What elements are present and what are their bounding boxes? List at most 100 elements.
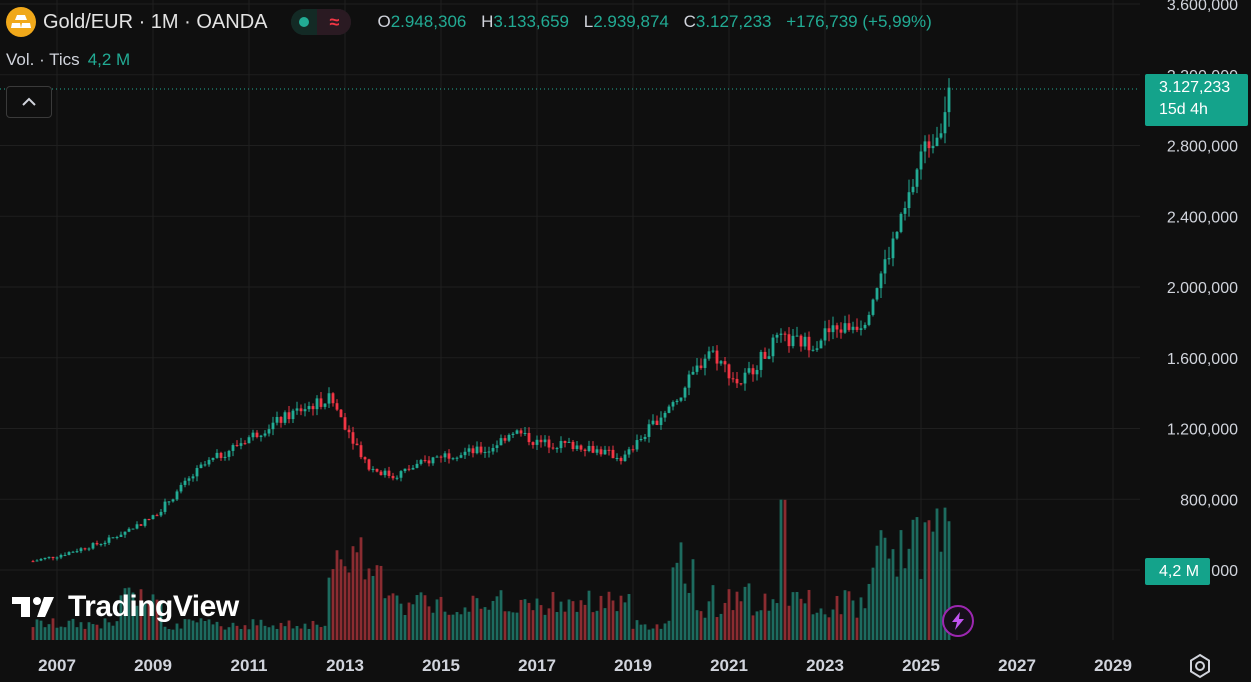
volume-bar [467, 611, 471, 640]
volume-bar [899, 530, 903, 640]
candle-body [775, 334, 779, 338]
flash-button[interactable] [942, 605, 974, 637]
candle-body [479, 446, 483, 453]
volume-bar [187, 619, 191, 640]
candle-body [939, 133, 943, 138]
y-tick-label: 800,000 [1180, 492, 1238, 509]
volume-bar [651, 628, 655, 640]
symbol-title[interactable]: Gold/EUR · 1M · OANDA [43, 10, 268, 33]
volume-bar [63, 627, 67, 640]
x-tick-label: 2029 [1094, 656, 1132, 675]
candle-body [563, 441, 567, 443]
volume-bar [123, 588, 127, 640]
candle-body [599, 449, 603, 455]
candle-body [391, 475, 395, 479]
x-tick-label: 2015 [422, 656, 460, 675]
volume-bar [303, 623, 307, 640]
chart-settings-icon[interactable] [1186, 652, 1214, 680]
tradingview-logo[interactable]: TradingView [12, 590, 239, 624]
candle-body [903, 208, 907, 214]
candle-body [511, 433, 515, 435]
candle-body [103, 542, 107, 545]
candle-body [699, 365, 703, 368]
volume-bar [367, 568, 371, 640]
volume-bar [735, 591, 739, 640]
volume-bar [703, 617, 707, 640]
volume-bar [67, 620, 71, 640]
volume-bar [355, 552, 359, 640]
candle-body [787, 334, 791, 347]
volume-bar [939, 551, 943, 640]
close-value: 3.127,233 [695, 12, 772, 31]
volume-bar [271, 625, 275, 640]
volume-bar [851, 600, 855, 640]
candle-body [943, 112, 947, 134]
candle-body [411, 467, 415, 470]
volume-bar [799, 598, 803, 640]
volume-bar [655, 624, 659, 640]
candle-body [39, 559, 43, 561]
volume-bar [671, 567, 675, 640]
candle-body [199, 464, 203, 469]
volume-bar [435, 599, 439, 640]
volume-bar [855, 617, 859, 640]
candle-body [819, 340, 823, 349]
candle-body [575, 445, 579, 450]
volume-bar [59, 626, 63, 640]
collapse-legend-button[interactable] [6, 86, 52, 118]
volume-bar [71, 618, 75, 640]
candle-body [731, 378, 735, 380]
volume-bar [715, 617, 719, 640]
candle-body [799, 335, 803, 347]
volume-bar [279, 622, 283, 640]
volume-bar [835, 595, 839, 640]
candle-body [275, 416, 279, 423]
volume-bar [427, 606, 431, 640]
volume-bar [243, 625, 247, 640]
volume-bar [659, 628, 663, 640]
volume-bar [547, 608, 551, 640]
candle-body [487, 451, 491, 453]
volume-bar [311, 620, 315, 640]
candle-body [35, 560, 39, 562]
candle-body [875, 288, 879, 300]
candle-body [751, 368, 755, 375]
volume-legend[interactable]: Vol. · Tics 4,2 M [6, 50, 130, 70]
candle-body [347, 429, 351, 433]
candle-body [111, 537, 115, 539]
volume-bar [139, 589, 143, 640]
candle-body [223, 456, 227, 458]
candle-body [263, 433, 267, 436]
market-open-icon [291, 9, 318, 35]
volume-bar [871, 567, 875, 640]
candle-body [491, 447, 495, 452]
candle-body [75, 551, 79, 553]
candle-body [495, 445, 499, 448]
candle-body [187, 478, 191, 481]
volume-bar [103, 618, 107, 640]
candle-body [231, 445, 235, 451]
volume-bar [79, 622, 83, 640]
candle-body [359, 445, 363, 458]
market-status-pill[interactable]: ≈ [291, 9, 352, 35]
candle-body [171, 499, 175, 502]
volume-bar [947, 521, 951, 640]
volume-bar [883, 537, 887, 640]
candle-body [727, 364, 731, 379]
candle-body [891, 238, 895, 259]
gold-bars-icon[interactable] [6, 7, 36, 37]
candle-body [507, 434, 511, 441]
volume-bar [687, 592, 691, 640]
volume-bar [839, 614, 843, 640]
candle-body [795, 335, 799, 337]
volume-bar [263, 625, 267, 640]
volume-bar [539, 605, 543, 640]
volume-bar [95, 624, 99, 640]
candle-body [431, 457, 435, 464]
candle-body [747, 368, 751, 373]
candle-body [483, 451, 487, 453]
volume-bar [511, 612, 515, 640]
candle-body [179, 484, 183, 492]
volume-bar [443, 611, 447, 640]
